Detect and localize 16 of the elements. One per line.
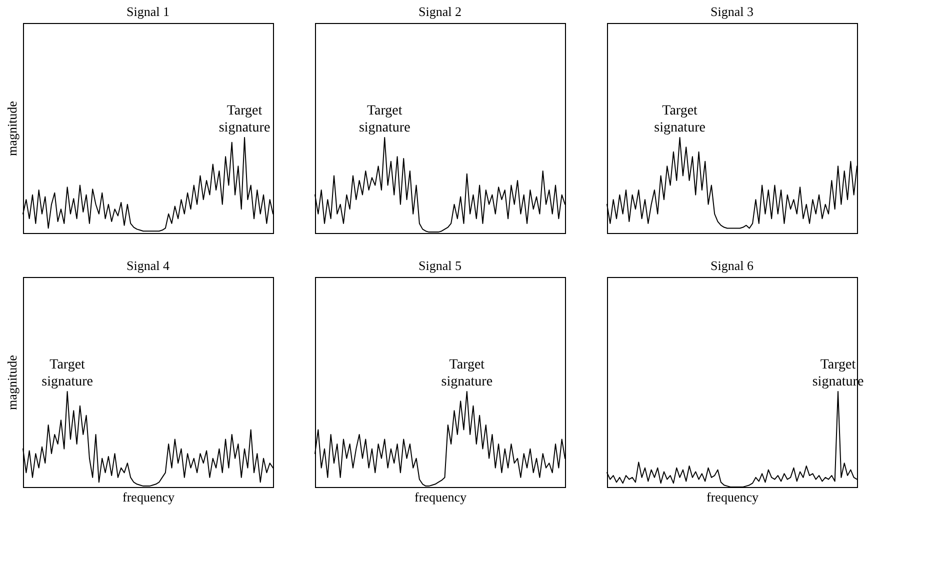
text: Target signature [42, 358, 93, 390]
y-axis-title: magnitude [4, 354, 20, 410]
chart-title: Signal 5 [418, 258, 462, 273]
x-axis-title: frequency [414, 490, 467, 504]
chart-title: Signal 6 [710, 258, 754, 273]
chart-title: Signal 4 [126, 258, 170, 273]
text: Target signature [358, 104, 410, 136]
text: Target signature [441, 358, 493, 390]
chart-title: Signal 2 [418, 4, 462, 19]
chart-title: Signal 1 [126, 4, 170, 19]
text: Target signature [654, 104, 706, 136]
y-axis-title: magnitude [4, 100, 20, 156]
chart-title: Signal 3 [710, 4, 754, 19]
text: Target signature [218, 104, 270, 136]
x-axis-title: frequency [706, 490, 759, 504]
x-axis-title: frequency [122, 490, 175, 504]
